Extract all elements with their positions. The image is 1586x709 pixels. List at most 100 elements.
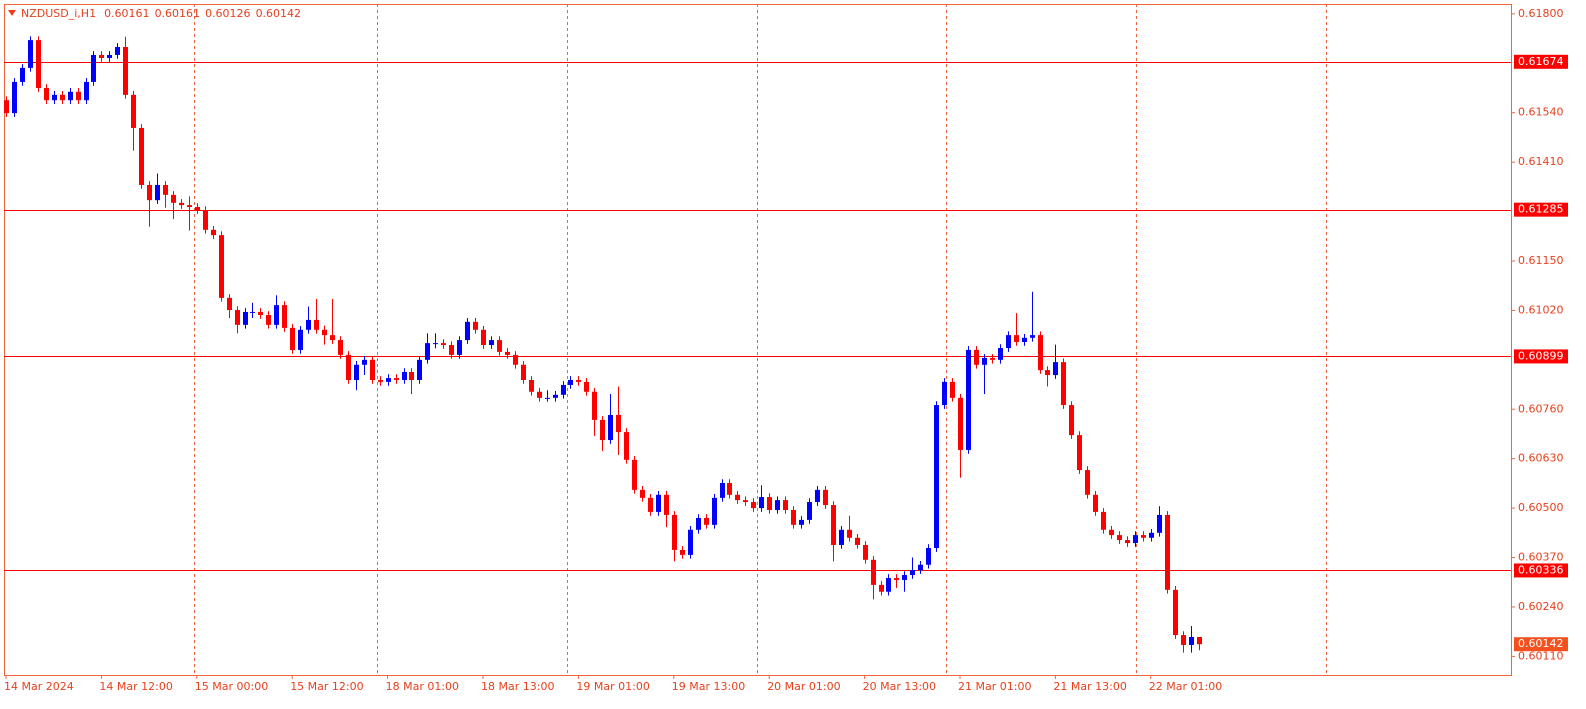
candle-body bbox=[640, 489, 645, 498]
candle-body bbox=[489, 340, 494, 346]
level-label: 0.60336 bbox=[1518, 563, 1564, 576]
candle-body bbox=[1149, 532, 1154, 538]
chart-title: NZDUSD_i,H1 0.60161 0.60161 0.60126 0.60142 bbox=[21, 7, 301, 20]
candle-body bbox=[775, 500, 780, 511]
candle-body bbox=[290, 327, 295, 350]
candle-body bbox=[465, 321, 470, 341]
y-tick-label: 0.61800 bbox=[1518, 7, 1564, 20]
candle-body bbox=[1141, 535, 1146, 538]
candle-body bbox=[561, 384, 566, 395]
candle-body bbox=[1181, 635, 1186, 645]
candle-body bbox=[195, 207, 200, 211]
candle-body bbox=[314, 319, 319, 330]
candle-body bbox=[688, 529, 693, 555]
candle-body bbox=[815, 489, 820, 503]
candle-body bbox=[664, 494, 669, 515]
ohlc-high: 0.60161 bbox=[155, 7, 201, 20]
candle-body bbox=[346, 354, 351, 380]
candle-body bbox=[473, 321, 478, 330]
y-tick-label: 0.60630 bbox=[1518, 452, 1564, 465]
candle-body bbox=[704, 517, 709, 525]
candle-body bbox=[1173, 589, 1178, 636]
candle-body bbox=[409, 372, 414, 380]
candle-body bbox=[902, 575, 907, 580]
candle-body bbox=[910, 570, 915, 576]
candle-body bbox=[863, 544, 868, 560]
y-tick-label: 0.61150 bbox=[1518, 254, 1564, 267]
candle-body bbox=[783, 500, 788, 511]
candle-body bbox=[934, 405, 939, 549]
candle-body bbox=[1006, 335, 1011, 349]
candle-body bbox=[576, 379, 581, 382]
candle-body bbox=[147, 184, 152, 201]
x-tick-label: 19 Mar 01:00 bbox=[576, 680, 649, 693]
price-label-box bbox=[1514, 637, 1568, 652]
candle-body bbox=[425, 343, 430, 360]
x-tick-label: 15 Mar 00:00 bbox=[195, 680, 268, 693]
candle-body bbox=[1061, 362, 1066, 406]
candle-body bbox=[243, 311, 248, 325]
y-tick-label: 0.60500 bbox=[1518, 501, 1564, 514]
candle-body bbox=[219, 235, 224, 298]
candle-body bbox=[227, 297, 232, 311]
candle-body bbox=[632, 459, 637, 490]
level-label: 0.60899 bbox=[1518, 349, 1564, 362]
y-tick-label: 0.61540 bbox=[1518, 106, 1564, 119]
candle-body bbox=[513, 354, 518, 365]
candle-body bbox=[1189, 636, 1194, 645]
candle-body bbox=[84, 81, 89, 101]
candle-body bbox=[1014, 335, 1019, 342]
candle-body bbox=[338, 340, 343, 355]
candle-body bbox=[1125, 540, 1130, 544]
candle-body bbox=[250, 311, 255, 313]
candle-body bbox=[1038, 335, 1043, 371]
candle-body bbox=[330, 335, 335, 341]
candle-body bbox=[521, 364, 526, 380]
candle-body bbox=[274, 305, 279, 325]
candle-body bbox=[608, 414, 613, 441]
candle-body bbox=[433, 343, 438, 345]
candle-body bbox=[1093, 494, 1098, 512]
candle-body bbox=[1165, 514, 1170, 590]
candle-body bbox=[20, 67, 25, 82]
x-tick-label: 20 Mar 01:00 bbox=[767, 680, 840, 693]
candle-body bbox=[266, 314, 271, 325]
candle-body bbox=[807, 502, 812, 520]
candle-body bbox=[179, 202, 184, 206]
candle-body bbox=[894, 578, 899, 580]
x-tick-label: 19 Mar 13:00 bbox=[672, 680, 745, 693]
y-tick-label: 0.60370 bbox=[1518, 551, 1564, 564]
level-label-box bbox=[1514, 563, 1568, 578]
candle-body bbox=[354, 364, 359, 380]
candle-body bbox=[115, 46, 120, 55]
candle-body bbox=[203, 210, 208, 230]
candle-body bbox=[966, 349, 971, 450]
x-tick-label: 18 Mar 13:00 bbox=[481, 680, 554, 693]
candle-body bbox=[584, 381, 589, 392]
candle-body bbox=[28, 40, 33, 68]
candle-body bbox=[926, 548, 931, 565]
candle-body bbox=[36, 40, 41, 89]
ohlc-low: 0.60126 bbox=[205, 7, 251, 20]
candle-body bbox=[847, 529, 852, 538]
candle-body bbox=[4, 100, 9, 114]
x-tick-label: 15 Mar 12:00 bbox=[290, 680, 363, 693]
candle-body bbox=[394, 378, 399, 380]
candle-body bbox=[131, 94, 136, 128]
candle-body bbox=[362, 359, 367, 365]
y-tick-label: 0.60240 bbox=[1518, 600, 1564, 613]
level-label: 0.61285 bbox=[1518, 203, 1564, 216]
candle-body bbox=[1133, 535, 1138, 544]
candle-body bbox=[44, 88, 49, 101]
candle-body bbox=[672, 514, 677, 550]
candle-body bbox=[282, 305, 287, 328]
candle-body bbox=[1030, 335, 1035, 338]
candle-body bbox=[1085, 470, 1090, 495]
x-tick-label: 14 Mar 2024 bbox=[4, 680, 74, 693]
candle-body bbox=[163, 184, 168, 195]
x-tick-label: 21 Mar 01:00 bbox=[958, 680, 1031, 693]
candle-body bbox=[831, 505, 836, 545]
candle-body bbox=[370, 359, 375, 380]
level-label: 0.61674 bbox=[1518, 55, 1564, 68]
